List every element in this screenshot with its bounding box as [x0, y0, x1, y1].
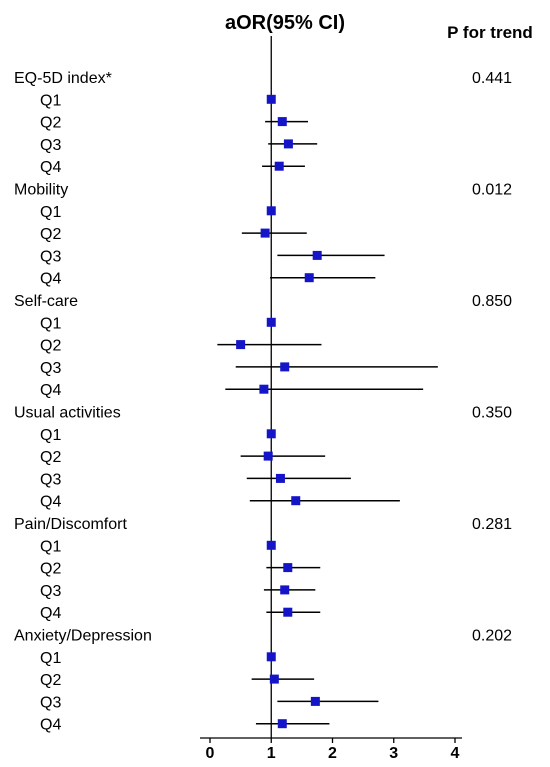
x-tick-label: 3	[389, 745, 398, 762]
x-tick-label: 4	[451, 745, 460, 762]
p-trend-value: 0.012	[472, 182, 512, 199]
odds-ratio-marker	[304, 273, 314, 283]
odds-ratio-marker	[280, 585, 290, 595]
forest-rows: EQ-5D index* 0.441 Q1 Q2 Q3 Q4 Mobility 0.012 Q1…	[14, 70, 512, 734]
group-label: Self-care	[14, 293, 78, 310]
odds-ratio-marker	[266, 540, 276, 550]
row-label: Q2	[40, 449, 61, 466]
odds-ratio-marker	[277, 117, 287, 127]
row-label: Q2	[40, 115, 61, 132]
row-label: Q4	[40, 271, 61, 288]
p-trend-value: 0.202	[472, 628, 512, 645]
row-label: Q4	[40, 159, 61, 176]
odds-ratio-marker	[312, 250, 322, 260]
odds-ratio-marker	[266, 652, 276, 662]
odds-ratio-marker	[269, 674, 279, 684]
row-label: Q3	[40, 360, 61, 377]
row-label: Q2	[40, 672, 61, 689]
odds-ratio-marker	[260, 228, 270, 238]
row-label: Q4	[40, 717, 61, 734]
row-label: Q2	[40, 561, 61, 578]
p-trend-value: 0.850	[472, 293, 512, 310]
odds-ratio-marker	[274, 161, 284, 171]
odds-ratio-marker	[283, 139, 293, 149]
row-label: Q1	[40, 427, 61, 444]
row-label: Q2	[40, 338, 61, 355]
x-axis-ticks: 0 1 2 3 4	[206, 738, 460, 762]
p-trend-value: 0.350	[472, 405, 512, 422]
row-label: Q1	[40, 92, 61, 109]
group-label: Anxiety/Depression	[14, 628, 152, 645]
chart-title: aOR(95% CI)	[225, 12, 345, 34]
row-label: Q1	[40, 315, 61, 332]
row-label: Q1	[40, 538, 61, 555]
odds-ratio-marker	[280, 362, 290, 372]
row-label: Q1	[40, 650, 61, 667]
odds-ratio-marker	[259, 384, 269, 394]
odds-ratio-marker	[283, 563, 293, 573]
x-tick-label: 0	[206, 745, 215, 762]
row-label: Q3	[40, 248, 61, 265]
x-tick-label: 1	[267, 745, 276, 762]
odds-ratio-marker	[266, 317, 276, 327]
group-label: Mobility	[14, 182, 68, 199]
group-label: EQ-5D index*	[14, 70, 112, 87]
odds-ratio-marker	[236, 340, 246, 350]
p-trend-value: 0.281	[472, 516, 512, 533]
odds-ratio-marker	[266, 206, 276, 216]
odds-ratio-marker	[291, 496, 301, 506]
row-label: Q1	[40, 204, 61, 221]
row-label: Q3	[40, 471, 61, 488]
row-label: Q3	[40, 694, 61, 711]
odds-ratio-marker	[263, 451, 273, 461]
odds-ratio-marker	[310, 696, 320, 706]
x-tick-label: 2	[328, 745, 337, 762]
p-trend-value: 0.441	[472, 70, 512, 87]
row-label: Q4	[40, 494, 61, 511]
group-label: Pain/Discomfort	[14, 516, 127, 533]
row-label: Q2	[40, 226, 61, 243]
odds-ratio-marker	[277, 719, 287, 729]
row-label: Q4	[40, 382, 61, 399]
group-label: Usual activities	[14, 405, 121, 422]
odds-ratio-marker	[266, 94, 276, 104]
row-label: Q3	[40, 583, 61, 600]
odds-ratio-marker	[283, 607, 293, 617]
odds-ratio-marker	[266, 429, 276, 439]
p-trend-column-title: P for trend	[447, 23, 533, 42]
row-label: Q4	[40, 605, 61, 622]
row-label: Q3	[40, 137, 61, 154]
odds-ratio-marker	[275, 473, 285, 483]
